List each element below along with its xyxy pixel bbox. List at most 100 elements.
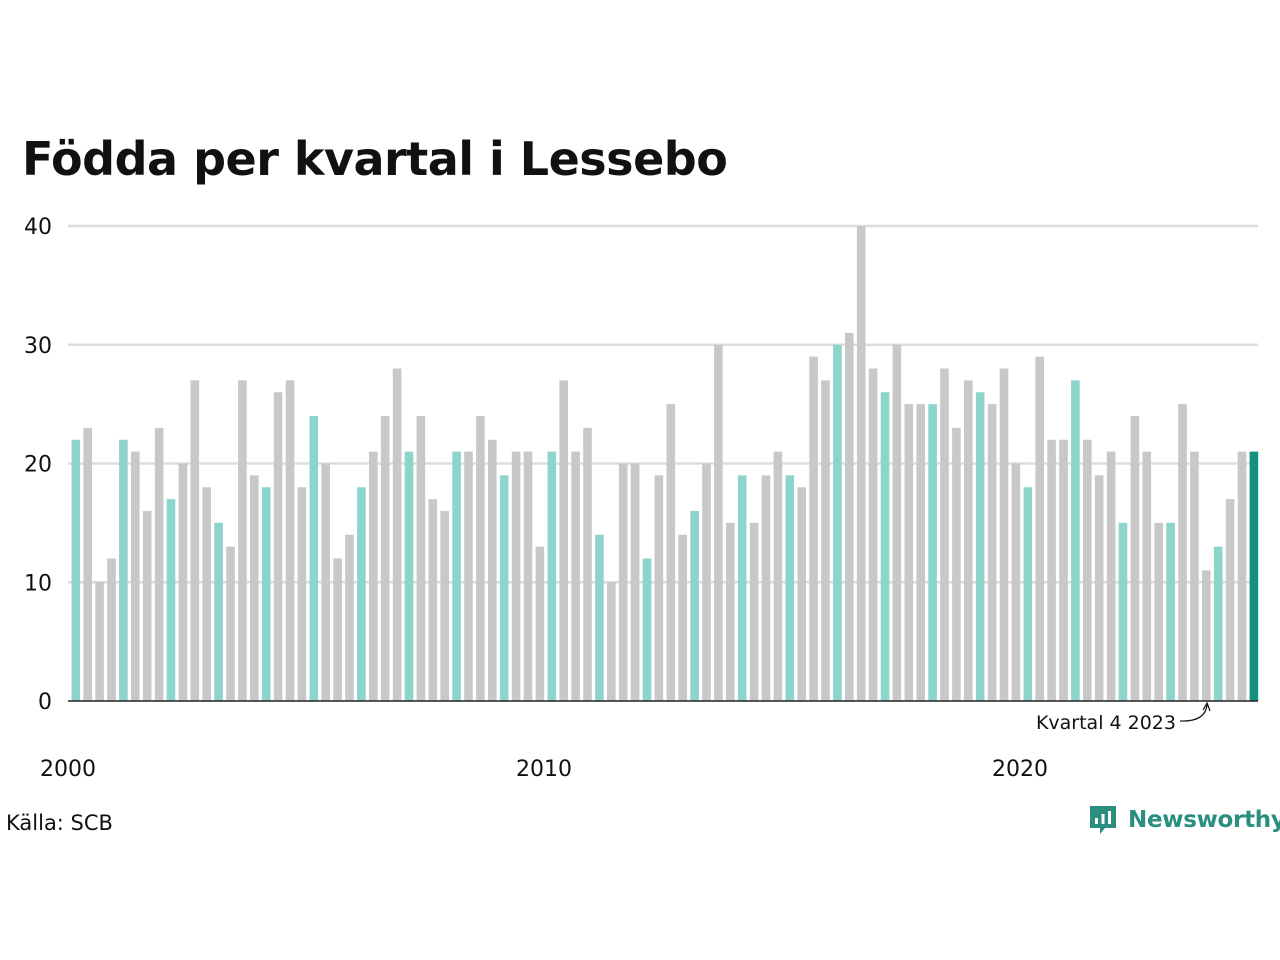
bar <box>928 404 937 701</box>
bar <box>166 499 176 701</box>
bar <box>690 511 699 701</box>
bar <box>952 427 961 701</box>
bar <box>416 416 426 701</box>
bar <box>1166 522 1175 701</box>
bar <box>95 582 104 701</box>
bar <box>1130 416 1140 701</box>
bar <box>452 451 461 701</box>
bar <box>202 487 211 701</box>
bar <box>1154 522 1163 701</box>
bar <box>404 451 414 701</box>
bar <box>761 475 771 701</box>
bar <box>892 344 902 701</box>
bar <box>154 427 164 701</box>
bar <box>71 439 81 701</box>
bar <box>547 451 557 701</box>
bar <box>1225 499 1235 701</box>
bar <box>1094 475 1104 701</box>
bar <box>833 344 842 701</box>
bar <box>83 427 92 701</box>
bar <box>726 522 735 701</box>
bar <box>571 451 580 701</box>
bar <box>1237 451 1247 701</box>
chart-title: Födda per kvartal i Lessebo <box>22 132 728 186</box>
bar <box>1249 451 1259 701</box>
bar <box>618 463 628 701</box>
bar <box>654 475 664 701</box>
brand-name: Newsworthy <box>1128 807 1280 833</box>
bar <box>333 558 342 701</box>
x-tick-label: 2010 <box>516 757 572 782</box>
bar <box>642 558 652 701</box>
bar <box>321 463 330 701</box>
annotation-arrow <box>1179 704 1208 722</box>
bar <box>488 439 497 701</box>
bar <box>285 380 295 701</box>
bar <box>142 511 152 701</box>
bar <box>809 356 818 701</box>
annotation-arrowhead <box>1202 701 1211 712</box>
bar <box>749 522 759 701</box>
y-tick-label: 30 <box>24 334 52 359</box>
bar <box>119 439 128 701</box>
bar <box>1178 404 1187 701</box>
bar <box>1035 356 1044 701</box>
bar <box>821 380 830 701</box>
bar <box>595 534 604 701</box>
bar <box>499 475 509 701</box>
y-tick-label: 20 <box>24 453 52 478</box>
bar <box>369 451 378 701</box>
bar <box>250 475 259 701</box>
bar <box>226 546 235 701</box>
bar <box>987 404 997 701</box>
bar <box>999 368 1009 701</box>
bar <box>975 392 985 701</box>
bar <box>476 416 485 701</box>
bar <box>523 451 533 701</box>
bar <box>309 416 319 701</box>
bar <box>297 487 307 701</box>
annotation-label: Kvartal 4 2023 <box>1036 712 1176 734</box>
bar <box>345 534 354 701</box>
bar <box>1071 380 1080 701</box>
bar <box>131 451 140 701</box>
bar <box>214 522 223 701</box>
bar <box>583 427 592 701</box>
bar <box>392 368 402 701</box>
bar <box>440 511 449 701</box>
bar <box>702 463 711 701</box>
y-tick-label: 0 <box>38 690 52 715</box>
bar <box>511 451 521 701</box>
bar <box>880 392 890 701</box>
bar <box>845 332 854 701</box>
bar <box>535 546 545 701</box>
bar <box>357 487 366 701</box>
bar <box>559 380 568 701</box>
bar <box>1142 451 1152 701</box>
bar <box>904 404 914 701</box>
bar <box>273 392 283 701</box>
bars <box>71 226 1259 701</box>
bar <box>666 404 676 701</box>
bar <box>773 451 783 701</box>
bar <box>868 368 878 701</box>
bar <box>916 404 925 701</box>
bar <box>940 368 949 701</box>
y-axis-ticks: 0 10 20 30 40 <box>24 215 52 715</box>
bar <box>190 380 200 701</box>
bar <box>1118 522 1128 701</box>
bar <box>1202 570 1211 701</box>
bar <box>178 463 188 701</box>
bar <box>1083 439 1092 701</box>
x-axis-ticks: 2000 2010 2020 <box>40 757 1048 782</box>
bar <box>785 475 795 701</box>
y-tick-label: 40 <box>24 215 52 240</box>
bar <box>797 487 806 701</box>
bar <box>964 380 973 701</box>
bar <box>1213 546 1223 701</box>
bar <box>607 582 616 701</box>
bar <box>428 499 438 701</box>
bar <box>1059 439 1068 701</box>
x-tick-label: 2000 <box>40 757 96 782</box>
